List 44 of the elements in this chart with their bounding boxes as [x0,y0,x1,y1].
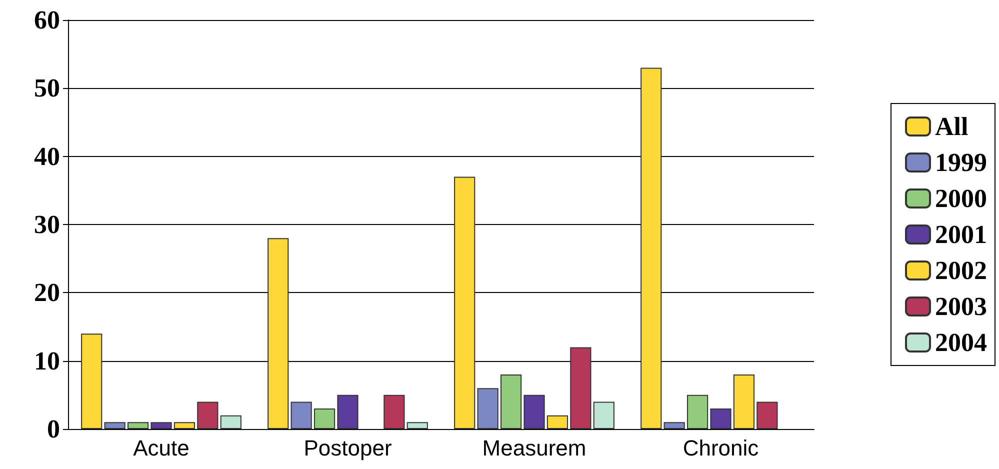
bar [756,402,778,429]
x-tick-label: Postoper [304,436,392,460]
legend-label: 2002 [935,256,987,285]
bar [384,394,405,429]
bar [174,422,196,429]
bar [104,422,126,429]
bar [710,408,732,429]
y-tick-label: 20 [34,278,60,308]
bar [81,334,102,429]
legend-label: 2003 [935,292,987,321]
legend-label: 2004 [935,328,987,357]
bar [406,422,428,429]
bar [664,422,685,429]
bar [477,388,498,429]
y-tick-label: 10 [34,346,60,376]
bar [127,422,149,429]
x-tick-label: Acute [133,436,190,460]
bar [150,422,172,429]
bar [314,408,336,429]
bar [197,402,218,429]
bar [500,374,522,429]
bar [524,394,545,429]
legend-label: 1999 [935,148,987,177]
bar [733,374,755,429]
y-tick-label: 50 [34,74,60,103]
y-tick-label: 40 [34,142,60,171]
bar [454,176,476,429]
bar [593,402,614,429]
x-tick-label: Measurem [482,436,586,460]
x-tick-label: Chronic [682,436,759,460]
bar [546,415,568,429]
bar [268,238,289,429]
bar [640,68,662,429]
bar [337,394,358,429]
y-tick-label: 30 [34,210,60,239]
legend-label: 2001 [935,220,987,249]
bar [686,394,708,429]
y-tick-label: 60 [34,6,60,34]
y-tick-label: 0 [47,414,60,444]
legend-label: All [935,112,968,141]
bar [220,415,242,429]
bar [570,347,592,429]
legend-label: 2000 [935,184,987,213]
bar [290,402,312,429]
